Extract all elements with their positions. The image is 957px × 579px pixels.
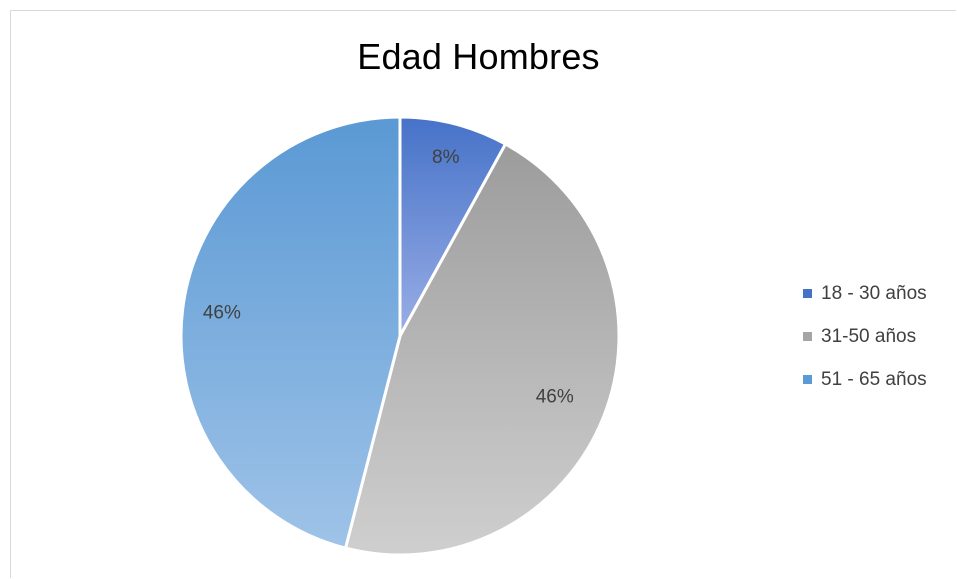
data-label-51-65: 46%: [203, 303, 241, 324]
legend-item-18-30: 18 - 30 años: [803, 280, 927, 307]
legend-item-51-65: 51 - 65 años: [803, 366, 927, 393]
legend-label-31-50: 31-50 años: [821, 325, 917, 347]
legend-item-31-50: 31-50 años: [803, 323, 927, 350]
legend: 18 - 30 años 31-50 años 51 - 65 años: [803, 280, 927, 409]
legend-swatch-51-65: [803, 375, 812, 384]
chart-title: Edad Hombres: [357, 36, 600, 77]
legend-label-18-30: 18 - 30 años: [821, 282, 927, 304]
legend-swatch-18-30: [803, 289, 812, 298]
data-label-18-30: 8%: [432, 147, 460, 168]
pie-slice-31-50: [344, 142, 621, 557]
pie-slice-51-65: [179, 115, 402, 550]
legend-label-51-65: 51 - 65 años: [821, 368, 927, 390]
pie-slice-18-30: [398, 115, 508, 338]
data-label-31-50: 46%: [536, 386, 574, 407]
legend-swatch-31-50: [803, 332, 812, 341]
